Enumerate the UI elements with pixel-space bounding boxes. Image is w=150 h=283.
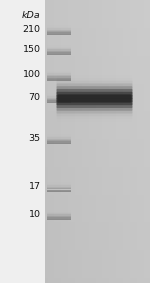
Bar (47, 52, 70, 54)
Bar (47, 72, 70, 74)
FancyBboxPatch shape (57, 95, 132, 100)
Bar (47, 136, 70, 137)
Bar (47, 181, 70, 183)
Text: 100: 100 (22, 70, 40, 80)
Bar (47, 185, 70, 187)
Bar (47, 215, 70, 216)
FancyBboxPatch shape (57, 103, 132, 108)
Bar (47, 50, 70, 51)
Text: 10: 10 (28, 210, 40, 219)
Text: 150: 150 (22, 45, 40, 54)
FancyBboxPatch shape (57, 108, 132, 113)
Bar (47, 76, 70, 78)
FancyBboxPatch shape (57, 92, 132, 97)
Bar (47, 212, 70, 213)
Bar (47, 143, 70, 144)
Bar (47, 187, 70, 188)
Bar (47, 209, 70, 210)
Bar (47, 96, 70, 98)
FancyBboxPatch shape (57, 100, 132, 105)
Bar (47, 98, 70, 99)
Bar (47, 216, 70, 217)
Bar (47, 69, 70, 71)
Text: kDa: kDa (22, 11, 40, 20)
Bar (47, 54, 70, 55)
Bar (47, 78, 70, 79)
Bar (47, 190, 70, 191)
FancyBboxPatch shape (57, 97, 132, 102)
FancyBboxPatch shape (57, 86, 132, 92)
Bar (47, 95, 70, 96)
Text: 70: 70 (28, 93, 40, 102)
Bar (47, 30, 70, 31)
Bar (47, 142, 70, 143)
Bar (47, 25, 70, 27)
FancyBboxPatch shape (57, 89, 132, 94)
Bar (47, 34, 70, 35)
Bar (47, 51, 70, 52)
Bar (47, 134, 70, 136)
Bar (47, 92, 70, 93)
Text: 17: 17 (28, 182, 40, 191)
Text: 35: 35 (28, 134, 40, 143)
Bar (47, 133, 70, 134)
Bar (47, 100, 70, 102)
Bar (47, 102, 70, 103)
Bar (47, 31, 70, 33)
Bar (47, 47, 70, 48)
Bar (47, 213, 70, 215)
Bar (47, 99, 70, 100)
Bar (47, 33, 70, 34)
FancyBboxPatch shape (57, 83, 132, 89)
Bar (47, 74, 70, 75)
Bar (47, 48, 70, 50)
Bar (47, 184, 70, 185)
Bar (47, 45, 70, 47)
Bar (47, 210, 70, 212)
Bar (47, 183, 70, 184)
Bar (47, 140, 70, 142)
Bar (47, 139, 70, 140)
Bar (47, 219, 70, 220)
Bar (47, 71, 70, 72)
Text: 210: 210 (22, 25, 40, 34)
FancyBboxPatch shape (58, 95, 131, 102)
Bar (47, 44, 70, 45)
Bar (47, 24, 70, 25)
Bar (47, 188, 70, 190)
Bar (0, 0, 45, 283)
Bar (47, 217, 70, 219)
Bar (47, 79, 70, 81)
Bar (47, 93, 70, 95)
FancyBboxPatch shape (57, 105, 132, 111)
Bar (47, 27, 70, 28)
Bar (47, 191, 70, 192)
Bar (47, 75, 70, 76)
Bar (47, 137, 70, 139)
Bar (47, 28, 70, 30)
